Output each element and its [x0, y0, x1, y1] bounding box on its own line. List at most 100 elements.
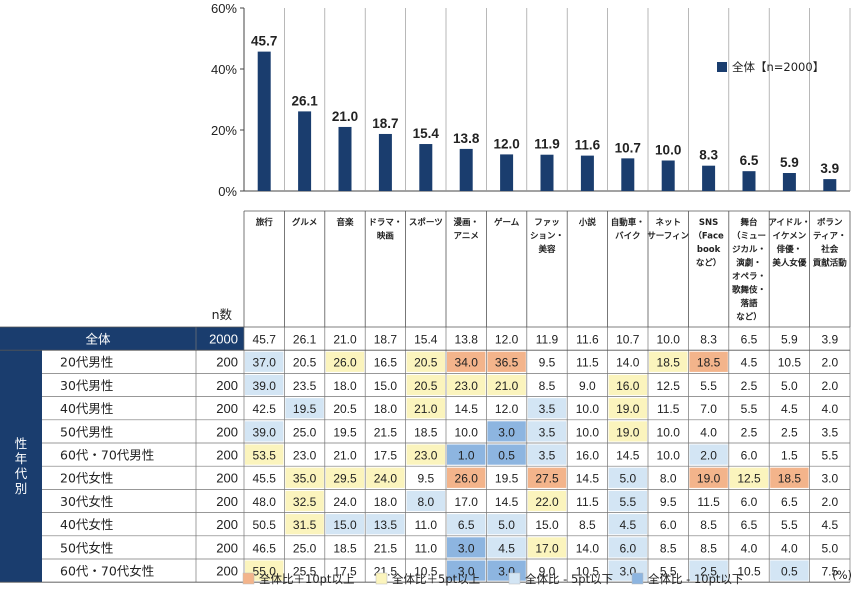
highlight-cell — [689, 351, 728, 372]
highlight-legend-swatch — [242, 572, 255, 585]
table-cell: 8.5 — [700, 518, 717, 532]
column-header: グルメ — [292, 217, 318, 228]
table-cell: 18.0 — [374, 402, 398, 416]
total-cell: 8.3 — [700, 333, 717, 347]
table-cell: 14.0 — [576, 541, 600, 555]
column-header: 落語 — [740, 298, 758, 309]
table-cell: 6.5 — [741, 518, 758, 532]
row-label: 60代・70代男性 — [60, 448, 154, 463]
highlight-cell — [245, 351, 284, 372]
highlight-legend-swatch — [375, 572, 388, 585]
table-cell: 11.5 — [576, 495, 599, 509]
table-cell: 1.0 — [458, 449, 475, 463]
highlight-legend-label: 全体比 - 10pt以下 — [648, 572, 743, 586]
highlight-legend-label: 全体比 - 5pt以下 — [525, 572, 613, 586]
highlight-cell — [689, 467, 728, 488]
column-header: 映画 — [377, 231, 394, 242]
total-cell: 18.7 — [374, 333, 398, 347]
table-cell: 3.0 — [498, 425, 515, 439]
table-cell: 2.5 — [741, 379, 758, 393]
table-cell: 20.5 — [414, 356, 438, 370]
table-cell: 4.0 — [700, 425, 717, 439]
row-n: 200 — [216, 517, 238, 532]
highlight-cell — [406, 444, 445, 465]
table-cell: 17.5 — [374, 449, 398, 463]
table-cell: 1.5 — [781, 449, 798, 463]
table-cell: 19.5 — [495, 472, 519, 486]
highlight-cell — [447, 467, 486, 488]
table-cell: 22.0 — [535, 495, 559, 509]
highlight-cell — [325, 514, 365, 535]
table-cell: 5.5 — [781, 518, 798, 532]
table-cell: 26.0 — [333, 356, 357, 370]
highlight-cell — [527, 490, 567, 512]
row-label: 50代女性 — [60, 540, 113, 555]
highlight-cell — [285, 398, 324, 419]
table-cell: 4.0 — [781, 541, 798, 555]
highlight-cell — [770, 467, 809, 488]
highlight-cell — [608, 421, 647, 442]
table-cell: 14.5 — [495, 495, 519, 509]
column-header: ジカル・ — [732, 245, 766, 255]
data-label: 11.6 — [575, 138, 601, 153]
table-cell: 11.0 — [415, 541, 438, 555]
bar — [621, 158, 635, 191]
table-cell: 39.0 — [253, 425, 277, 439]
highlight-legend: 全体比＋10pt以上 全体比＋5pt以上 全体比 - 5pt以下 全体比 - 10pt… — [242, 568, 852, 586]
table-cell: 23.5 — [293, 379, 317, 393]
row-n: 200 — [216, 424, 238, 439]
table-cell: 5.5 — [619, 495, 636, 509]
table-cell: 23.0 — [455, 379, 479, 393]
table-cell: 19.5 — [293, 402, 317, 416]
highlight-cell — [608, 374, 647, 396]
column-header: ゲーム — [494, 217, 520, 228]
table-cell: 34.0 — [455, 356, 479, 370]
table-cell: 10.5 — [414, 565, 438, 579]
column-header: アニメ — [454, 232, 479, 242]
table-cell: 7.0 — [700, 402, 717, 416]
data-label: 5.9 — [780, 155, 799, 170]
bar — [702, 165, 716, 191]
table-cell: 14.5 — [455, 402, 479, 416]
table-cell: 42.5 — [253, 402, 277, 416]
table-cell: 5.0 — [498, 518, 515, 532]
column-header: オペラ・ — [732, 272, 766, 282]
table-cell: 11.5 — [697, 495, 720, 509]
table-cell: 2.0 — [821, 379, 838, 393]
table-cell: 18.5 — [778, 472, 802, 486]
table-cell: 18.5 — [333, 541, 357, 555]
column-header: バイク — [615, 231, 640, 242]
column-header: 美人女優 — [772, 258, 807, 269]
table-cell: 15.0 — [333, 518, 357, 532]
legend-swatch — [717, 62, 727, 72]
highlight-legend-swatch — [631, 572, 644, 585]
column-header: イケメン — [773, 232, 807, 242]
table-cell: 55.0 — [253, 565, 277, 579]
table-cell: 3.0 — [458, 541, 475, 555]
table-cell: 31.5 — [293, 518, 317, 532]
bar — [298, 111, 312, 191]
table-cell: 2.0 — [700, 449, 717, 463]
table-cell: 15.0 — [535, 518, 559, 532]
highlight-cell — [487, 351, 526, 372]
highlight-cell — [608, 537, 647, 558]
data-label: 15.4 — [413, 126, 440, 141]
table-cell: 2.0 — [821, 356, 838, 370]
row-label: 20代女性 — [60, 471, 113, 486]
column-header: 舞台 — [739, 217, 758, 228]
table-cell: 32.5 — [293, 495, 317, 509]
bar — [782, 173, 796, 191]
highlight-cell — [245, 444, 284, 465]
table-cell: 23.0 — [414, 449, 438, 463]
total-cell: 10.0 — [657, 333, 681, 347]
highlight-cell — [447, 351, 486, 372]
highlight-cell — [406, 351, 445, 372]
column-header: 音楽 — [336, 217, 354, 228]
table-cell: 25.0 — [293, 425, 317, 439]
row-n: 200 — [216, 378, 238, 393]
column-header: 美容 — [538, 244, 556, 255]
table-cell: 20.5 — [333, 402, 357, 416]
table-cell: 17.5 — [333, 565, 357, 579]
highlight-cell — [325, 467, 365, 488]
table-cell: 4.5 — [619, 518, 636, 532]
